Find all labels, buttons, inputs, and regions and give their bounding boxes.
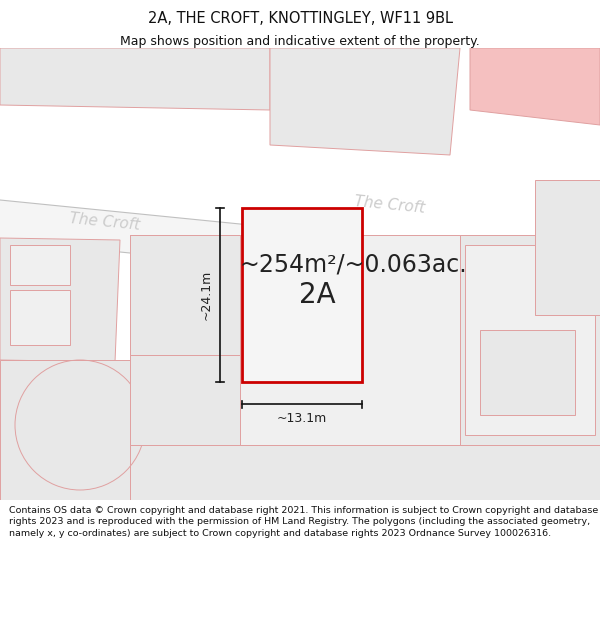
Polygon shape (130, 445, 600, 500)
Text: The Croft: The Croft (69, 211, 141, 233)
Polygon shape (0, 238, 120, 362)
Polygon shape (0, 48, 270, 110)
Polygon shape (0, 200, 600, 300)
Polygon shape (10, 245, 70, 285)
Polygon shape (270, 48, 460, 155)
Polygon shape (130, 235, 460, 445)
Text: ~254m²/~0.063ac.: ~254m²/~0.063ac. (240, 253, 467, 277)
Text: ~13.1m: ~13.1m (277, 411, 327, 424)
Text: The Croft: The Croft (354, 194, 426, 216)
Polygon shape (130, 235, 240, 355)
Polygon shape (130, 355, 240, 445)
Polygon shape (535, 180, 600, 315)
Polygon shape (465, 245, 595, 435)
Text: ~24.1m: ~24.1m (199, 270, 212, 320)
Polygon shape (480, 330, 575, 415)
Text: Contains OS data © Crown copyright and database right 2021. This information is : Contains OS data © Crown copyright and d… (9, 506, 598, 538)
Text: Map shows position and indicative extent of the property.: Map shows position and indicative extent… (120, 34, 480, 48)
Polygon shape (242, 208, 362, 382)
Polygon shape (10, 290, 70, 345)
Text: 2A, THE CROFT, KNOTTINGLEY, WF11 9BL: 2A, THE CROFT, KNOTTINGLEY, WF11 9BL (148, 11, 452, 26)
Polygon shape (0, 360, 130, 500)
Polygon shape (460, 235, 600, 445)
Polygon shape (470, 48, 600, 125)
Text: 2A: 2A (299, 281, 335, 309)
